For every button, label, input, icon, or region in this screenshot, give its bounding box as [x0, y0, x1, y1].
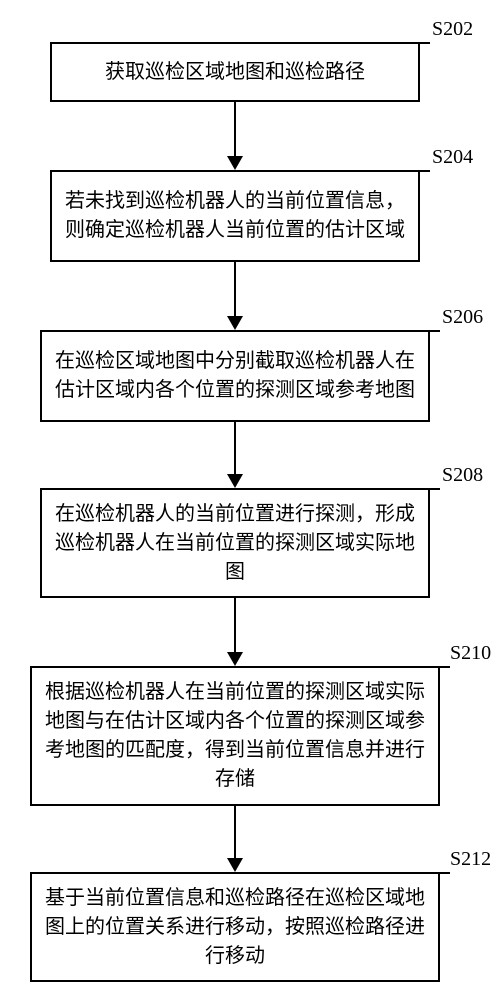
step-s202-box: 获取巡检区域地图和巡检路径 [50, 42, 420, 102]
step-s208-box: 在巡检机器人的当前位置进行探测，形成巡检机器人在当前位置的探测区域实际地图 [40, 488, 430, 598]
step-s202-text: 获取巡检区域地图和巡检路径 [105, 58, 365, 87]
arrow-s204-s206-head [227, 316, 243, 330]
step-s208-notch [430, 488, 440, 490]
step-s204-label: S204 [432, 146, 473, 169]
arrow-s206-s208-head [227, 474, 243, 488]
step-s210-text: 根据巡检机器人在当前位置的探测区域实际地图与在估计区域内各个位置的探测区域参考地… [42, 678, 428, 794]
step-s204-notch [420, 170, 430, 172]
arrow-s202-s204-line [234, 102, 236, 156]
arrow-s210-s212-line [234, 806, 236, 858]
step-s208-text: 在巡检机器人的当前位置进行探测，形成巡检机器人在当前位置的探测区域实际地图 [52, 500, 418, 587]
step-s206-box: 在巡检区域地图中分别截取巡检机器人在估计区域内各个位置的探测区域参考地图 [40, 330, 430, 422]
step-s212-text: 基于当前位置信息和巡检路径在巡检区域地图上的位置关系进行移动，按照巡检路径进行移… [42, 884, 428, 971]
arrow-s208-s210-line [234, 598, 236, 652]
step-s210-box: 根据巡检机器人在当前位置的探测区域实际地图与在估计区域内各个位置的探测区域参考地… [30, 666, 440, 806]
arrow-s208-s210-head [227, 652, 243, 666]
step-s212-label: S212 [450, 848, 491, 871]
step-s210-notch [440, 666, 450, 668]
step-s212-notch [440, 872, 450, 874]
arrow-s204-s206-line [234, 262, 236, 316]
arrow-s202-s204-head [227, 156, 243, 170]
flowchart-canvas: 获取巡检区域地图和巡检路径 S202 若未找到巡检机器人的当前位置信息，则确定巡… [0, 0, 502, 1000]
step-s204-text: 若未找到巡检机器人的当前位置信息，则确定巡检机器人当前位置的估计区域 [62, 187, 408, 245]
step-s210-label: S210 [450, 642, 491, 665]
step-s202-label: S202 [432, 18, 473, 41]
arrow-s210-s212-head [227, 858, 243, 872]
step-s206-label: S206 [442, 306, 483, 329]
arrow-s206-s208-line [234, 422, 236, 474]
step-s202-notch [420, 42, 430, 44]
step-s206-text: 在巡检区域地图中分别截取巡检机器人在估计区域内各个位置的探测区域参考地图 [52, 347, 418, 405]
step-s204-box: 若未找到巡检机器人的当前位置信息，则确定巡检机器人当前位置的估计区域 [50, 170, 420, 262]
step-s206-notch [430, 330, 440, 332]
step-s212-box: 基于当前位置信息和巡检路径在巡检区域地图上的位置关系进行移动，按照巡检路径进行移… [30, 872, 440, 982]
step-s208-label: S208 [442, 464, 483, 487]
